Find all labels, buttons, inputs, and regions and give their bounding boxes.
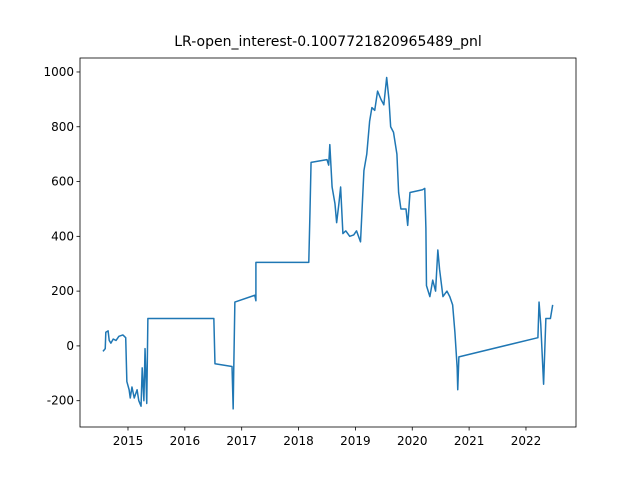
axes-frame	[79, 57, 577, 428]
x-tick-label: 2021	[454, 434, 485, 448]
plot-area	[102, 76, 554, 410]
x-tick-label: 2022	[511, 434, 542, 448]
chart-title: LR-open_interest-0.1007721820965489_pnl	[174, 34, 482, 50]
x-tick-label: 2018	[283, 434, 314, 448]
x-tick-label: 2020	[397, 434, 428, 448]
line-series	[102, 76, 554, 410]
x-tick-label: 2015	[113, 434, 144, 448]
y-tick-label: 400	[51, 229, 74, 243]
y-tick-label: -200	[47, 394, 74, 408]
x-tick-label: 2017	[226, 434, 257, 448]
y-tick-label: 200	[51, 284, 74, 298]
y-tick-label: 0	[66, 339, 74, 353]
y-tick-label: 800	[51, 120, 74, 134]
x-tick-label: 2016	[170, 434, 201, 448]
y-tick-label: 1000	[43, 65, 74, 79]
x-tick-label: 2019	[340, 434, 371, 448]
y-tick-label: 600	[51, 175, 74, 189]
